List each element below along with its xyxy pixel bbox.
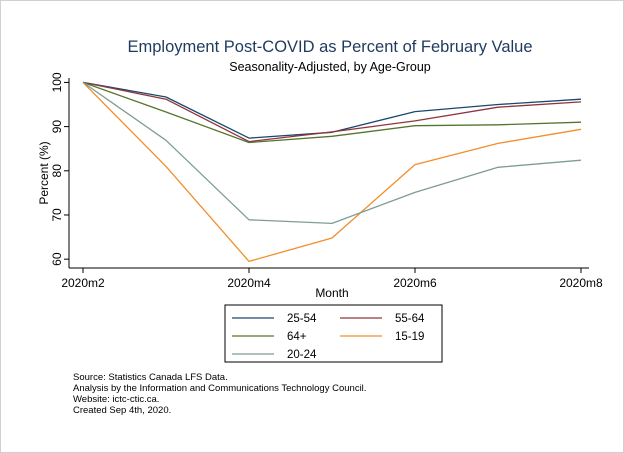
source-notes: Source: Statistics Canada LFS Data. Anal… <box>73 372 366 416</box>
y-axis-ticks: 60 70 80 90 100 <box>50 72 69 266</box>
series-line-15-19 <box>82 81 582 263</box>
y-tick-label: 90 <box>50 120 64 134</box>
series-line-64+ <box>82 81 582 144</box>
note-source: Source: Statistics Canada LFS Data. <box>73 372 228 383</box>
legend-label-15-19: 15-19 <box>395 331 424 343</box>
note-analysis: Analysis by the Information and Communic… <box>73 383 366 394</box>
y-tick-label: 70 <box>50 208 64 222</box>
note-website: Website: ictc-ctic.ca. <box>73 394 159 405</box>
series-lines <box>82 81 582 263</box>
y-tick-label: 60 <box>50 252 64 266</box>
x-tick-label: 2020m4 <box>227 276 271 290</box>
legend-label-20-24: 20-24 <box>287 349 317 361</box>
chart-title: Employment Post-COVID as Percent of Febr… <box>127 38 532 56</box>
series-line-55-64 <box>82 81 582 143</box>
legend-label-25-54: 25-54 <box>287 313 317 325</box>
x-axis-ticks: 2020m2 2020m4 2020m6 2020m8 <box>61 268 603 290</box>
x-axis-label: Month <box>315 286 348 300</box>
plot-area: 60 70 80 90 100 2020m2 2020m4 2020m6 2020m8 <box>50 72 603 290</box>
chart-subtitle: Seasonality-Adjusted, by Age-Group <box>229 60 431 74</box>
x-tick-label: 2020m6 <box>393 276 437 290</box>
legend: 25-54 55-64 64+ 15-19 20-24 <box>224 304 443 363</box>
legend-box <box>224 304 443 363</box>
series-line-25-54 <box>82 81 582 139</box>
x-tick-label: 2020m8 <box>559 276 603 290</box>
y-axis-label: Percent (%) <box>37 141 51 204</box>
note-created: Created Sep 4th, 2020. <box>73 405 171 416</box>
y-tick-label: 80 <box>50 164 64 178</box>
series-line-20-24 <box>82 81 582 225</box>
x-tick-label: 2020m2 <box>61 276 105 290</box>
legend-label-55-64: 55-64 <box>395 313 425 325</box>
y-tick-label: 100 <box>50 72 64 92</box>
legend-label-64+: 64+ <box>287 331 307 343</box>
